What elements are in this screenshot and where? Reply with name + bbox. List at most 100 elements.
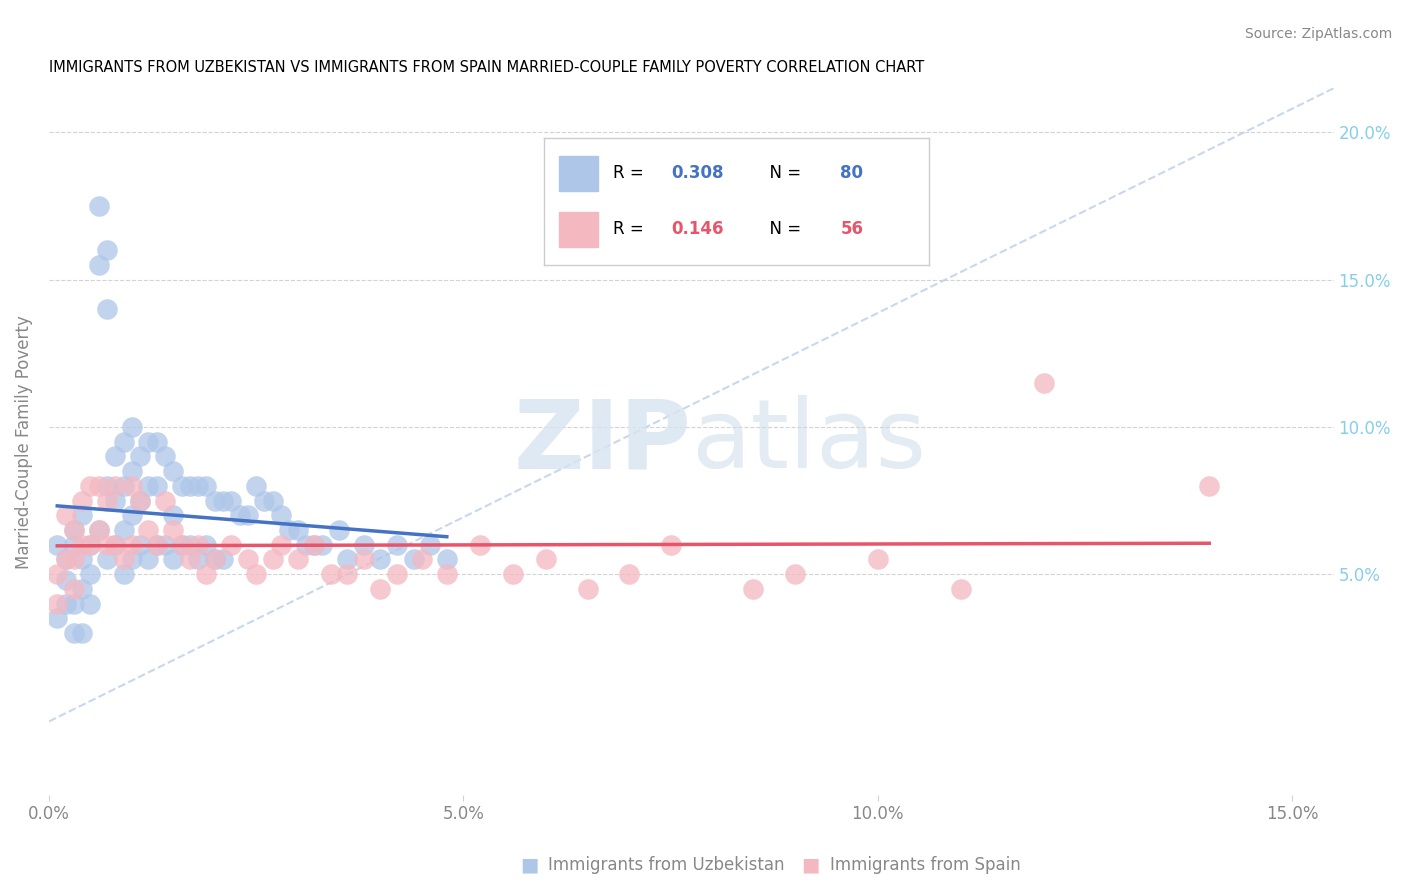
Point [55,552,77,566]
Point [104,479,127,493]
Point [179,479,201,493]
Point [187,538,209,552]
Point [96,479,118,493]
Point [79,479,101,493]
Point [112,479,135,493]
Point [270,538,292,552]
Point [1198,479,1220,493]
Point [63,582,86,596]
Point [70,508,93,523]
Point [195,538,218,552]
Y-axis label: Married-Couple Family Poverty: Married-Couple Family Poverty [15,315,32,568]
Point [468,538,491,552]
Point [336,567,359,582]
Point [87,199,110,213]
Point [129,493,152,508]
Point [212,552,235,566]
Point [79,538,101,552]
Point [112,567,135,582]
Point [302,538,325,552]
Point [121,420,143,434]
Point [502,567,524,582]
Point [96,538,118,552]
Point [145,434,167,449]
Point [287,552,309,566]
Point [302,538,325,552]
Point [385,538,408,552]
Point [129,493,152,508]
Point [87,258,110,272]
Point [295,538,318,552]
Point [162,552,184,566]
Point [162,508,184,523]
Point [121,464,143,478]
Text: atlas: atlas [692,395,927,488]
Point [221,538,243,552]
Point [212,493,235,508]
Point [221,493,243,508]
Point [1032,376,1054,390]
Point [262,552,284,566]
Point [63,523,86,537]
Point [187,552,209,566]
Point [87,523,110,537]
Point [79,597,101,611]
Point [187,479,209,493]
Point [270,508,292,523]
Point [436,552,458,566]
Point [70,538,93,552]
Point [170,479,193,493]
Point [228,508,250,523]
Point [138,479,160,493]
Point [70,552,93,566]
Point [195,479,218,493]
Point [402,552,425,566]
Text: ■: ■ [520,855,538,875]
Point [385,567,408,582]
Point [63,523,86,537]
Point [659,538,682,552]
Point [411,552,433,566]
Point [55,508,77,523]
Point [866,552,889,566]
Point [96,552,118,566]
Point [287,523,309,537]
Point [79,567,101,582]
Point [46,597,69,611]
Point [353,538,375,552]
Point [253,493,276,508]
Point [87,523,110,537]
Point [63,597,86,611]
Point [236,552,259,566]
Point [129,450,152,464]
Point [204,493,226,508]
Point [419,538,441,552]
Point [63,538,86,552]
Point [96,493,118,508]
Point [353,552,375,566]
Point [949,582,972,596]
Point [278,523,301,537]
Text: Immigrants from Uzbekistan: Immigrants from Uzbekistan [548,856,785,874]
Point [87,479,110,493]
Point [617,567,640,582]
Point [742,582,765,596]
Point [104,538,127,552]
Point [245,479,267,493]
Point [170,538,193,552]
Point [336,552,359,566]
Point [153,450,176,464]
Point [112,552,135,566]
Point [436,567,458,582]
Point [46,538,69,552]
Text: Source: ZipAtlas.com: Source: ZipAtlas.com [1244,27,1392,41]
Point [145,538,167,552]
Point [63,552,86,566]
Point [153,493,176,508]
Point [138,552,160,566]
Point [79,538,101,552]
Point [311,538,333,552]
Point [245,567,267,582]
Point [370,582,392,596]
Point [55,597,77,611]
